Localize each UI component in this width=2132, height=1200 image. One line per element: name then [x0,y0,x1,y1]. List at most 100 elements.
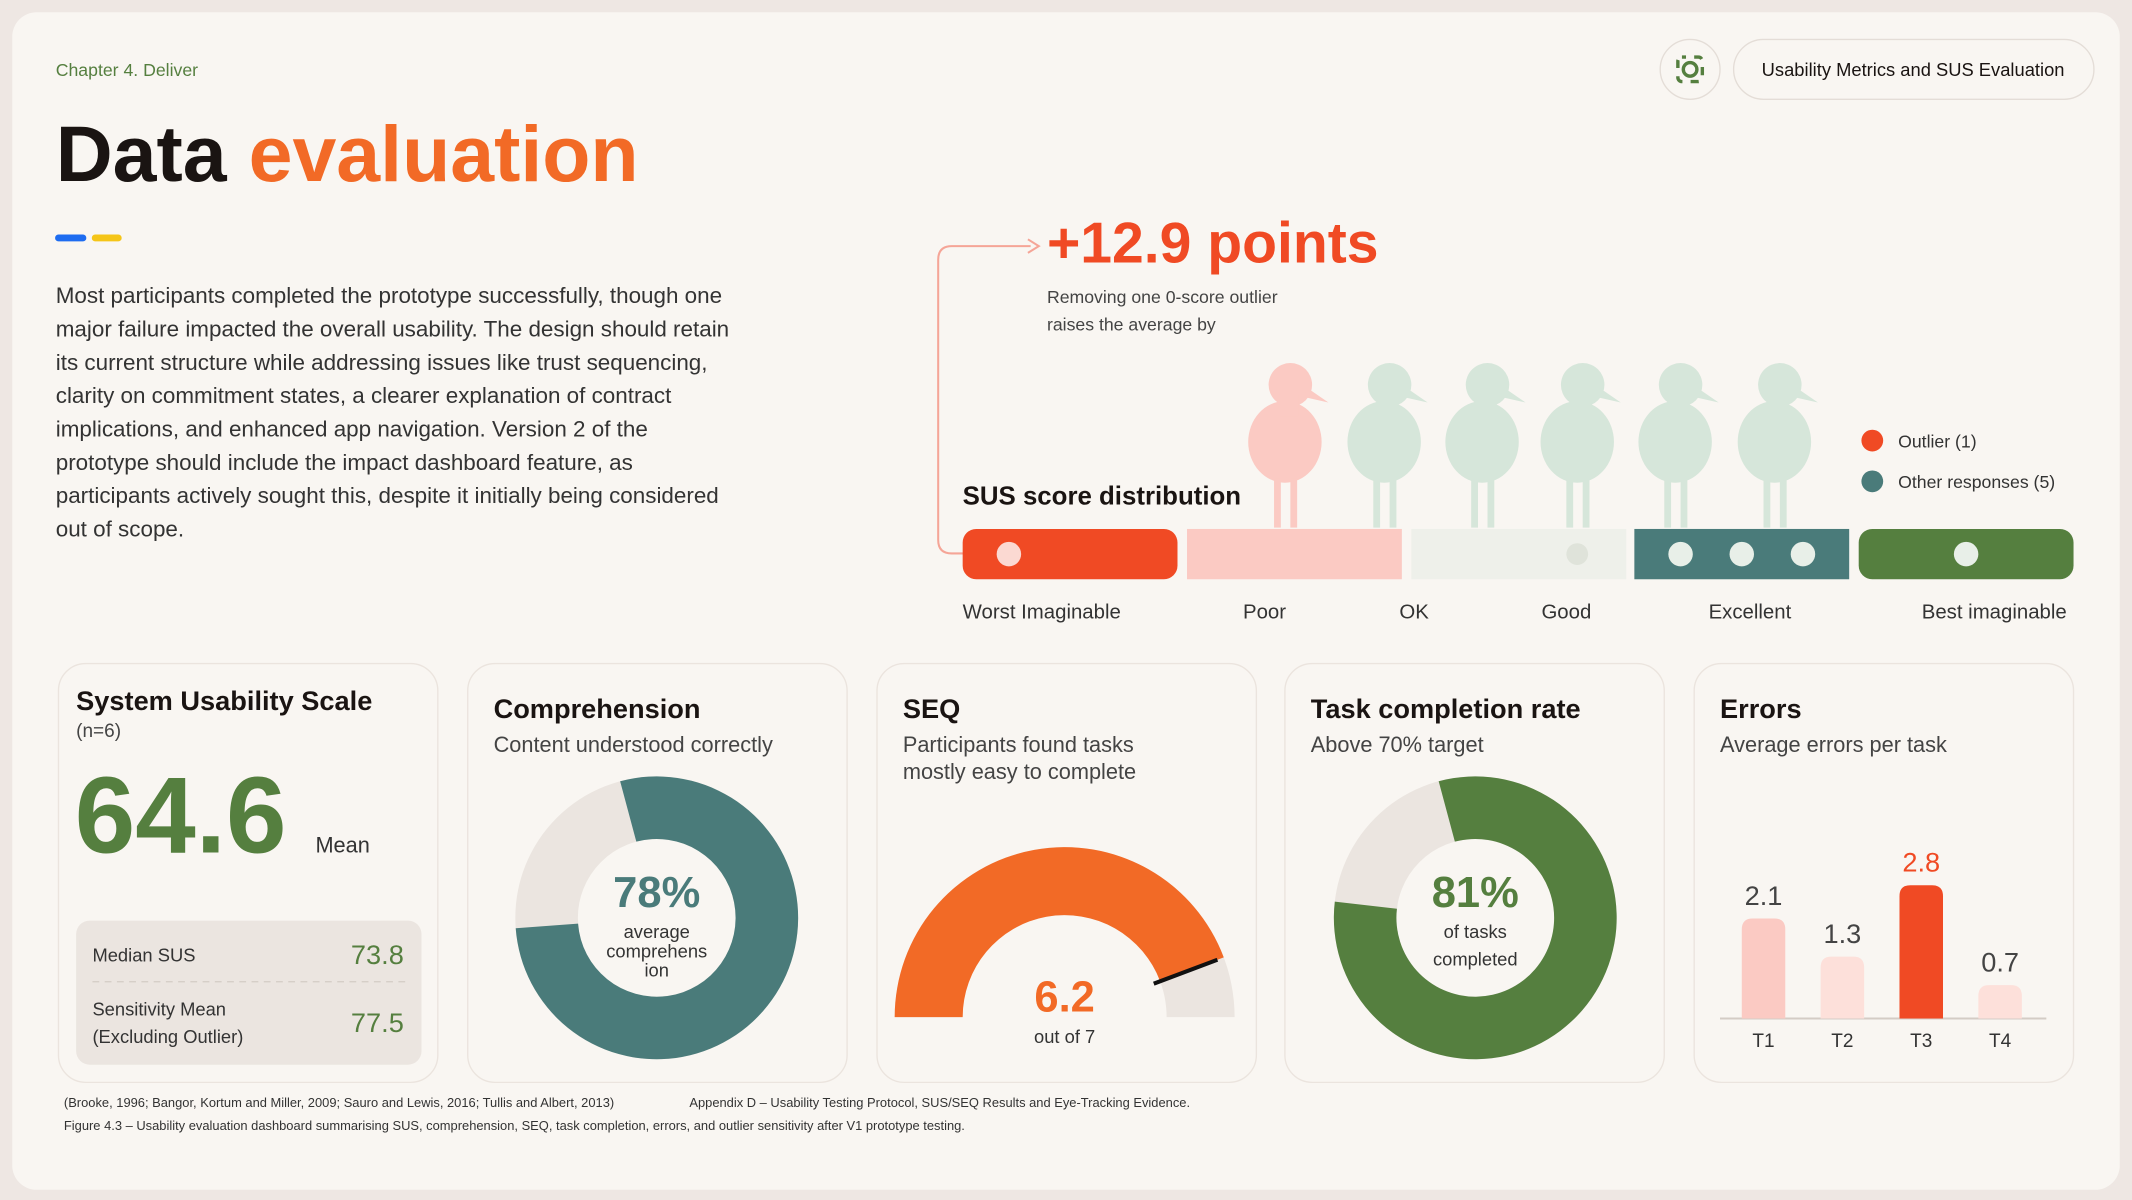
bird-beak [1596,387,1621,403]
donut-caption: average [624,921,690,942]
tag: Usability Metrics and SUS Evaluation [1762,59,2065,80]
title-part: Data [56,110,228,198]
icon [1676,55,1705,84]
card-subtitle: Participants found tasks [903,732,1134,757]
card-subtitle: mostly easy to complete [903,759,1136,784]
outlier-headline: +12.9 points [1047,211,1379,275]
bird-body [1540,401,1614,483]
donut-caption: comprehens [606,940,707,961]
cards: System Usability Scale Comprehension Conte… [57,662,2075,1084]
bird-neck [1476,394,1496,417]
outlier-caption: raises the average by [1047,314,1216,334]
band-label: Poor [1243,602,1286,624]
icon [1681,60,1699,78]
bird-neck [1669,394,1689,417]
bird-leg [1487,478,1495,528]
intro-line: participants actively sought this, despi… [56,483,719,508]
bird-body [1248,401,1322,483]
response-dot [1668,541,1693,567]
donut-caption: of tasks [1444,921,1507,942]
citations: (Brooke, 1996; Bangor, Kortum and Miller… [64,1095,614,1110]
bar-value: 2.1 [1745,880,1783,911]
band-label: Good [1541,602,1591,624]
stats-box [76,920,422,1065]
legend-marker [1861,470,1884,493]
band [1187,528,1402,580]
intro-line: out of scope. [56,516,184,541]
bird-body [1638,401,1712,483]
bird-beak [1793,387,1818,403]
sus-unit: Mean [315,833,369,858]
bird-leg [1471,478,1478,528]
intro-line: implications, and enhanced app navigatio… [56,416,648,441]
bar-category: T3 [1910,1031,1932,1052]
card-title: System Usability Scale [76,685,372,716]
bird-body [1737,401,1812,483]
card-title: Comprehension [494,693,701,724]
bird-neck [1279,394,1299,417]
card-subtitle: Average errors per task [1720,732,1947,757]
bar [1820,956,1865,1019]
band-label: Best imaginable [1922,602,2067,624]
icon-button[interactable] [1659,38,1721,100]
bird-neck [1571,394,1591,417]
bird-leg [1664,478,1672,528]
tag-pill[interactable] [1732,38,2095,100]
donut-value: 81% [1432,869,1519,917]
title-part: evaluation [249,110,639,198]
bar-category: T4 [1989,1031,2012,1052]
band-label: Worst Imaginable [963,602,1121,624]
bird-leg [1763,478,1771,528]
illustration [1248,363,1818,528]
card-title: Errors [1720,693,1802,724]
donut-caption: ion [644,959,668,980]
bird-beak [1694,387,1719,403]
outlier-caption: Removing one 0-score outlier [1047,287,1278,307]
distribution: Worst Imaginable Poor OK Good Excellent Best … [962,429,2074,624]
chapter: Chapter 4. Deliver [56,60,198,80]
band-label: OK [1399,602,1429,624]
bird-leg [1389,478,1397,528]
bird-neck [1768,394,1788,417]
bird-leg [1274,478,1281,528]
bird-body [1445,401,1519,483]
band-label: Excellent [1709,602,1792,624]
donut-arc [1333,776,1617,1060]
card-subtitle: Above 70% target [1311,732,1484,757]
bird-beak [1303,387,1329,403]
stat-label: Sensitivity Mean [92,999,226,1020]
bar [1741,918,1786,1019]
gauge-needle [1153,957,1219,986]
bird-body [1347,401,1421,483]
response-dot [996,541,1022,567]
stat-value: 77.5 [351,1007,404,1038]
bar [1899,885,1944,1019]
bird-leg [1582,478,1590,528]
gauge-arc [894,847,1224,1018]
distribution-title: SUS score distribution [963,482,1241,510]
band [962,528,1178,580]
bird-neck [1378,394,1398,417]
bird-beak [1403,387,1428,403]
title: Data evaluation [56,110,639,198]
seq-value: 6.2 [1034,974,1094,1022]
connector [937,245,1031,555]
stat-label: (Excluding Outlier) [92,1026,243,1047]
response-dot [1729,541,1755,567]
intro-line: major failure impacted the overall usabi… [56,317,729,342]
card-subtitle: Content understood correctly [494,732,773,757]
donut-value: 78% [613,869,700,917]
card-title: SEQ [903,693,960,724]
intro-line: prototype should include the impact dash… [56,450,633,475]
bird-beak [1501,387,1526,403]
bar-category: T1 [1752,1031,1774,1052]
bird-leg [1566,478,1574,528]
bird-leg [1680,478,1688,528]
intro-line: Most participants completed the prototyp… [56,283,722,308]
figure-caption: Figure 4.3 – Usability evaluation dashbo… [64,1118,965,1133]
sus-mean: 64.6 [75,756,287,877]
response-dot [1790,541,1816,567]
bird-leg [1779,478,1787,528]
